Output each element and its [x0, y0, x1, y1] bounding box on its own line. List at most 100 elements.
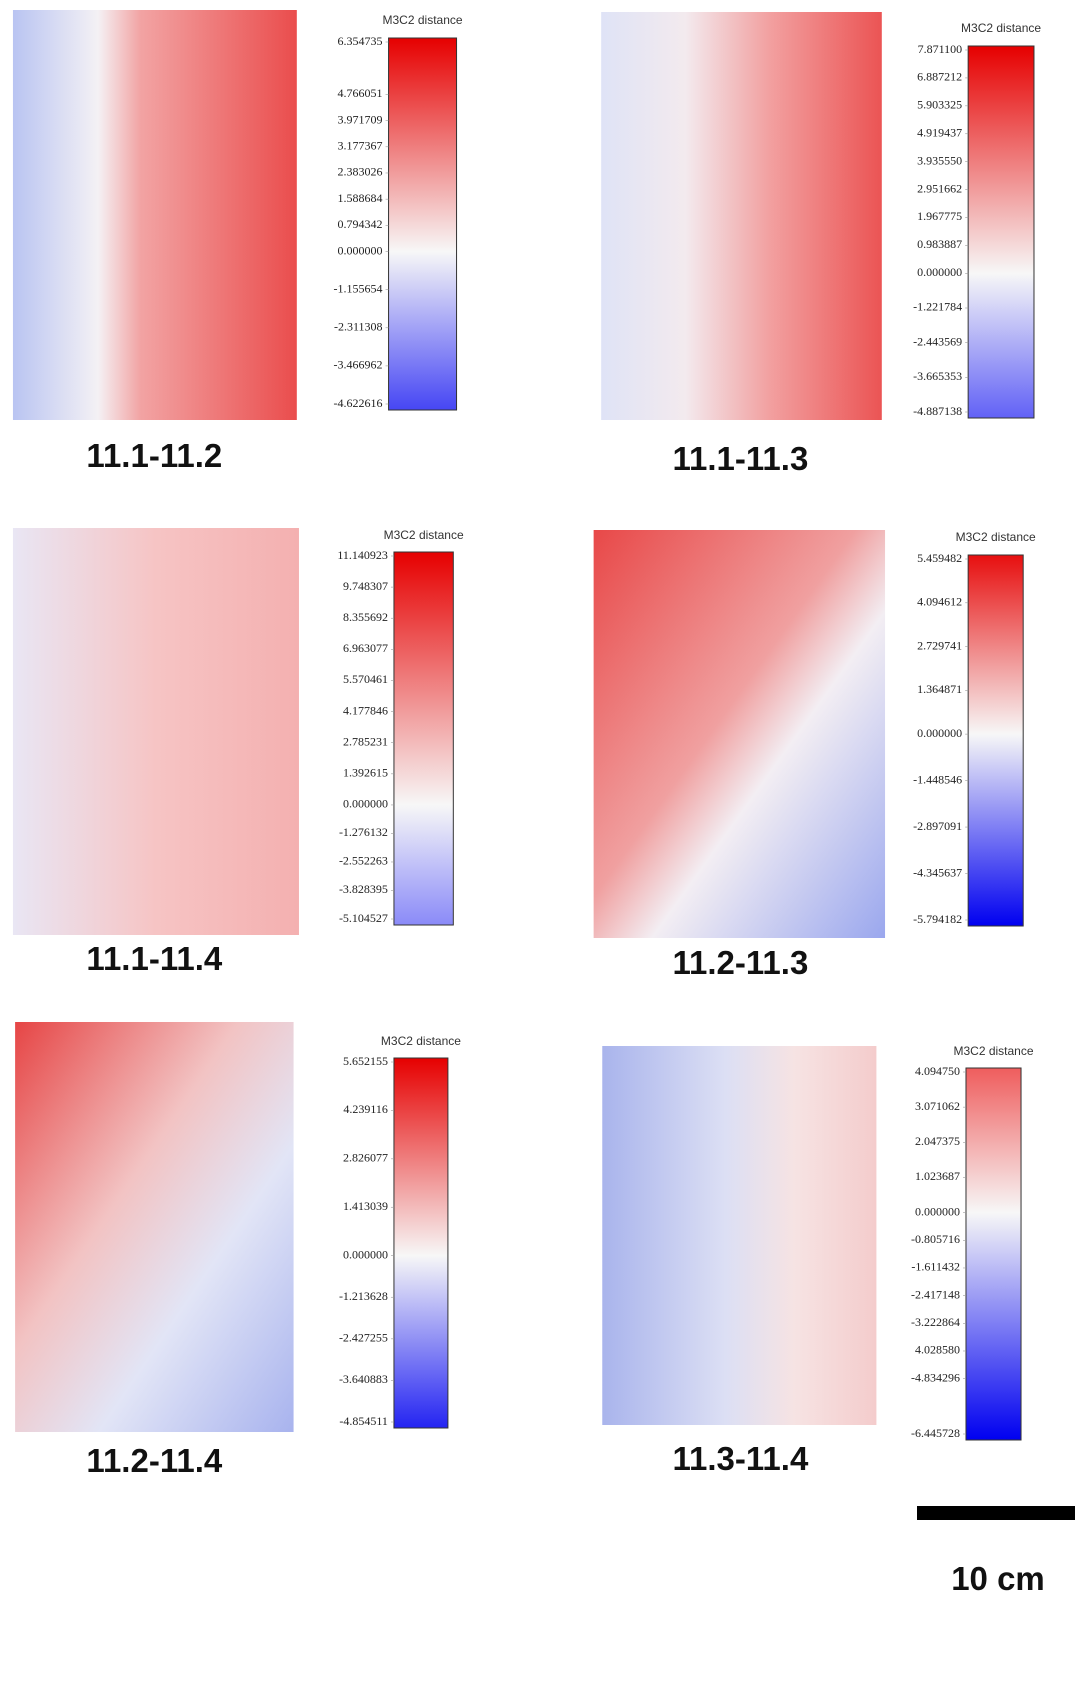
colorbar-tick-label: 5.903325 — [917, 98, 962, 112]
colorbar-tick-label: 7.871100 — [918, 42, 963, 56]
colorbar-tick-label: 2.951662 — [917, 181, 962, 195]
colorbar-tick-label: 2.383026 — [338, 165, 383, 179]
colorbar-tick-label: -3.466962 — [334, 358, 383, 372]
colorbar-tick-label: -1.213628 — [339, 1289, 388, 1303]
colorbar-tick-label: -1.276132 — [339, 825, 388, 839]
colorbar — [393, 1057, 449, 1429]
scale-bar-line — [917, 1506, 1075, 1520]
colorbar-tick-label: -2.897091 — [913, 819, 962, 833]
colorbar-tick-label: 1.413039 — [343, 1199, 388, 1213]
heatmap-image — [593, 530, 886, 938]
panel-label: 11.2-11.3 — [673, 944, 809, 981]
heatmap-image — [12, 528, 299, 935]
colorbar-tick-label: 3.935550 — [917, 153, 962, 167]
colorbar-tick-label: -4.834296 — [911, 1370, 960, 1384]
panel: 11.1-11.3 M3C2 distance 7.871100 6.887212 5.… — [601, 12, 1041, 477]
colorbar-tick-label: 4.094750 — [915, 1064, 960, 1078]
colorbar-tick-label: 2.785231 — [343, 734, 388, 748]
colorbar-tick-label: -5.794182 — [913, 912, 962, 926]
colorbar-tick-label: 4.094612 — [917, 595, 962, 609]
colorbar-tick-label: -2.443569 — [913, 334, 962, 348]
colorbar-tick-label: 3.971709 — [338, 112, 383, 126]
colorbar-tick-label: 0.983887 — [917, 237, 962, 251]
colorbar-tick-label: 0.794342 — [338, 217, 383, 231]
colorbar-tick-label: 3.071062 — [915, 1099, 960, 1113]
colorbar-tick-label: 5.459482 — [917, 551, 962, 565]
panel-label: 11.3-11.4 — [673, 1440, 809, 1477]
colorbar-title: M3C2 distance — [956, 530, 1036, 544]
colorbar-title: M3C2 distance — [384, 528, 464, 542]
colorbar-tick-label: -3.665353 — [913, 369, 962, 383]
colorbar-tick-label: 1.967775 — [917, 209, 962, 223]
colorbar-tick-label: -5.104527 — [339, 911, 388, 925]
colorbar-tick-label: -1.448546 — [913, 772, 962, 786]
colorbar-tick-label: 4.239116 — [343, 1102, 388, 1116]
colorbar-tick-label: 0.000000 — [343, 1247, 388, 1261]
colorbar-tick-label: 6.887212 — [917, 70, 962, 84]
heatmap-image — [601, 12, 882, 420]
panel-label: 11.1-11.4 — [86, 940, 222, 977]
panel-label: 11.1-11.2 — [86, 437, 222, 474]
colorbar-tick-label: 0.000000 — [338, 243, 383, 257]
colorbar-tick-label: 4.919437 — [917, 125, 962, 139]
colorbar-tick-label: -2.311308 — [334, 320, 383, 334]
colorbar-tick-label: 11.140923 — [337, 548, 388, 562]
colorbar-tick-label: 1.392615 — [343, 766, 388, 780]
panel: 11.1-11.4 M3C2 distance 11.140923 9.748307 8… — [12, 528, 464, 977]
colorbar-tick-label: 1.588684 — [338, 191, 383, 205]
colorbar-tick-label: 0.000000 — [915, 1204, 960, 1218]
heatmap-image — [602, 1046, 877, 1425]
colorbar-title: M3C2 distance — [961, 21, 1041, 35]
panel: 11.2-11.3 M3C2 distance 5.459482 4.094612 2.… — [593, 530, 1036, 981]
colorbar-tick-label: 2.047375 — [915, 1134, 960, 1148]
colorbar-tick-label: -3.828395 — [339, 882, 388, 896]
colorbar-tick-label: 6.354735 — [338, 34, 383, 48]
colorbar-tick-label: 3.177367 — [338, 139, 383, 153]
colorbar — [965, 1067, 1022, 1441]
colorbar-tick-label: 6.963077 — [343, 641, 388, 655]
panel: 11.2-11.4 M3C2 distance 5.652155 4.239116 2.… — [15, 1022, 461, 1479]
colorbar-tick-label: -0.805716 — [911, 1232, 960, 1246]
colorbar-tick-label: -2.427255 — [339, 1331, 388, 1345]
colorbar-title: M3C2 distance — [953, 1044, 1033, 1058]
colorbar — [393, 551, 454, 926]
colorbar-tick-label: 0.000000 — [917, 726, 962, 740]
colorbar-tick-label: 2.826077 — [343, 1151, 388, 1165]
colorbar-title: M3C2 distance — [383, 13, 463, 27]
colorbar-tick-label: 4.766051 — [338, 86, 383, 100]
colorbar-tick-label: -2.417148 — [911, 1287, 960, 1301]
panel-label: 11.2-11.4 — [86, 1442, 222, 1479]
colorbar-tick-label: 1.023687 — [915, 1169, 960, 1183]
colorbar-tick-label: -1.611432 — [911, 1260, 960, 1274]
colorbar-tick-label: -4.887138 — [913, 404, 962, 418]
colorbar-tick-label: -3.222864 — [911, 1315, 960, 1329]
colorbar-tick-label: -2.552263 — [339, 854, 388, 868]
colorbar-tick-label: -6.445728 — [911, 1426, 960, 1440]
panel: 11.3-11.4 M3C2 distance 4.094750 3.071062 2.… — [602, 1044, 1034, 1477]
colorbar-tick-label: 5.652155 — [343, 1054, 388, 1068]
colorbar-tick-label: 0.000000 — [343, 797, 388, 811]
colorbar-tick-label: -4.854511 — [339, 1414, 388, 1428]
colorbar — [388, 37, 458, 411]
colorbar-tick-label: -4.345637 — [913, 865, 962, 879]
colorbar-tick-label: 9.748307 — [343, 579, 388, 593]
panel-label: 11.1-11.3 — [673, 440, 809, 477]
colorbar-tick-label: 2.729741 — [917, 638, 962, 652]
colorbar-tick-label: 8.355692 — [343, 610, 388, 624]
colorbar-title: M3C2 distance — [381, 1034, 461, 1048]
heatmap-image — [12, 10, 297, 420]
colorbar-tick-label: 1.364871 — [917, 682, 962, 696]
colorbar-tick-label: -1.155654 — [334, 281, 383, 295]
colorbar-tick-label: 4.028580 — [915, 1343, 960, 1357]
colorbar-tick-label: 4.177846 — [343, 703, 388, 717]
heatmap-image — [15, 1022, 294, 1432]
colorbar-tick-label: -4.622616 — [334, 396, 383, 410]
colorbar — [967, 45, 1035, 419]
colorbar-tick-label: -3.640883 — [339, 1372, 388, 1386]
scale-bar-label: 10 cm — [951, 1560, 1045, 1597]
colorbar — [967, 554, 1024, 927]
colorbar-tick-label: 5.570461 — [343, 672, 388, 686]
colorbar-tick-label: 0.000000 — [917, 265, 962, 279]
